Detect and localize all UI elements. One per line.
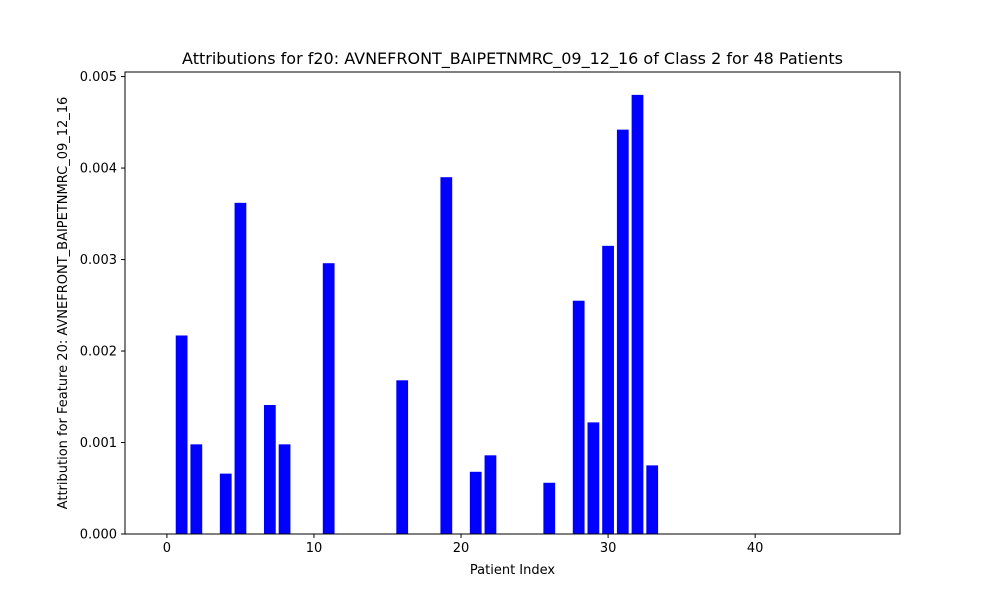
bar-patient-28 [572, 300, 585, 534]
bar-patient-11 [322, 263, 335, 534]
bar-patient-30 [602, 245, 614, 534]
bar-patient-33 [646, 465, 659, 534]
bar-patient-8 [278, 444, 291, 534]
bar-patient-7 [263, 405, 276, 534]
bar-patient-19 [440, 177, 453, 534]
y-tick-label: 0.004 [80, 162, 117, 177]
bar-patient-32 [631, 94, 644, 535]
bar-patient-2 [190, 444, 203, 534]
y-tick-label: 0.003 [80, 253, 117, 268]
x-tick-label: 40 [747, 541, 764, 556]
y-axis: 0.000 0.001 0.002 0.003 0.004 0.005 [80, 70, 125, 543]
bar-patient-29 [587, 422, 600, 534]
bar-patient-4 [219, 473, 232, 534]
x-tick-label: 20 [453, 541, 470, 556]
bar-patient-16 [396, 380, 409, 534]
chart-title: Attributions for f20: AVNEFRONT_BAIPETNM… [182, 49, 843, 69]
bar-patient-5 [234, 202, 247, 534]
y-tick-label: 0.005 [80, 70, 117, 85]
x-tick-label: 10 [306, 541, 323, 556]
bar-patient-31 [616, 129, 629, 534]
bar-patient-1 [175, 335, 188, 534]
bar-patient-22 [484, 455, 497, 534]
plot-frame [124, 71, 901, 535]
x-axis: 0 10 20 30 40 [163, 534, 764, 556]
x-axis-label: Patient Index [470, 563, 555, 578]
bars-layer [175, 94, 659, 535]
y-axis-label: Attribution for Feature 20: AVNEFRONT_BA… [56, 97, 71, 510]
x-tick-label: 0 [163, 541, 171, 556]
bar-patient-21 [469, 471, 482, 534]
x-tick-label: 30 [600, 541, 617, 556]
y-tick-label: 0.000 [80, 528, 117, 543]
y-tick-label: 0.001 [80, 436, 117, 451]
bar-patient-26 [543, 482, 556, 534]
y-tick-label: 0.002 [80, 345, 117, 360]
